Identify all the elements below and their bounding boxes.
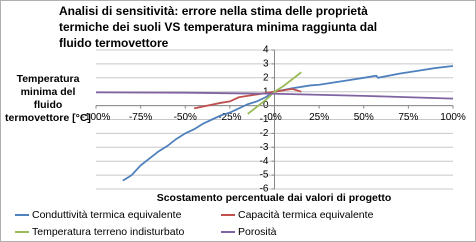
y-tick-label: -3: [260, 142, 269, 153]
legend-label: Porosità: [238, 226, 277, 238]
x-tick-label: 75%: [398, 112, 418, 123]
y-tick-label: -4: [260, 156, 269, 167]
series-line: [247, 71, 302, 115]
legend-label: Capacità termica equivalente: [238, 209, 374, 221]
y-tick-label: 2: [263, 72, 269, 83]
y-tick-label: 4: [263, 45, 269, 56]
x-tick-label: 0%: [267, 112, 282, 123]
legend-label: Temperatura terreno indisturbato: [32, 226, 184, 238]
y-tick-label: -1: [260, 114, 269, 125]
series-line: [193, 87, 302, 110]
y-tick-label: -5: [260, 170, 269, 181]
x-tick-label: -25%: [218, 112, 241, 123]
y-tick-label: 3: [263, 59, 269, 70]
y-axis-label: Temperatura minima del fluido termovetto…: [5, 73, 91, 124]
series-line: [122, 65, 454, 182]
chart-title: Analisi di sensitività: errore nella sti…: [59, 4, 378, 50]
x-tick-label: 100%: [440, 112, 466, 123]
x-tick-label: -100%: [82, 112, 111, 123]
series-line: [95, 91, 454, 100]
x-tick-label: -75%: [129, 112, 152, 123]
y-tick-label: -6: [260, 184, 269, 195]
x-axis-label: Scostamento percentuale dai valori di pr…: [157, 192, 392, 204]
legend-label: Conduttività termica equivalente: [32, 209, 182, 221]
x-tick-label: 50%: [354, 112, 374, 123]
y-tick-label: -2: [260, 128, 269, 139]
y-tick-label: 1: [263, 86, 269, 97]
x-tick-label: 25%: [309, 112, 329, 123]
x-tick-label: -50%: [174, 112, 197, 123]
